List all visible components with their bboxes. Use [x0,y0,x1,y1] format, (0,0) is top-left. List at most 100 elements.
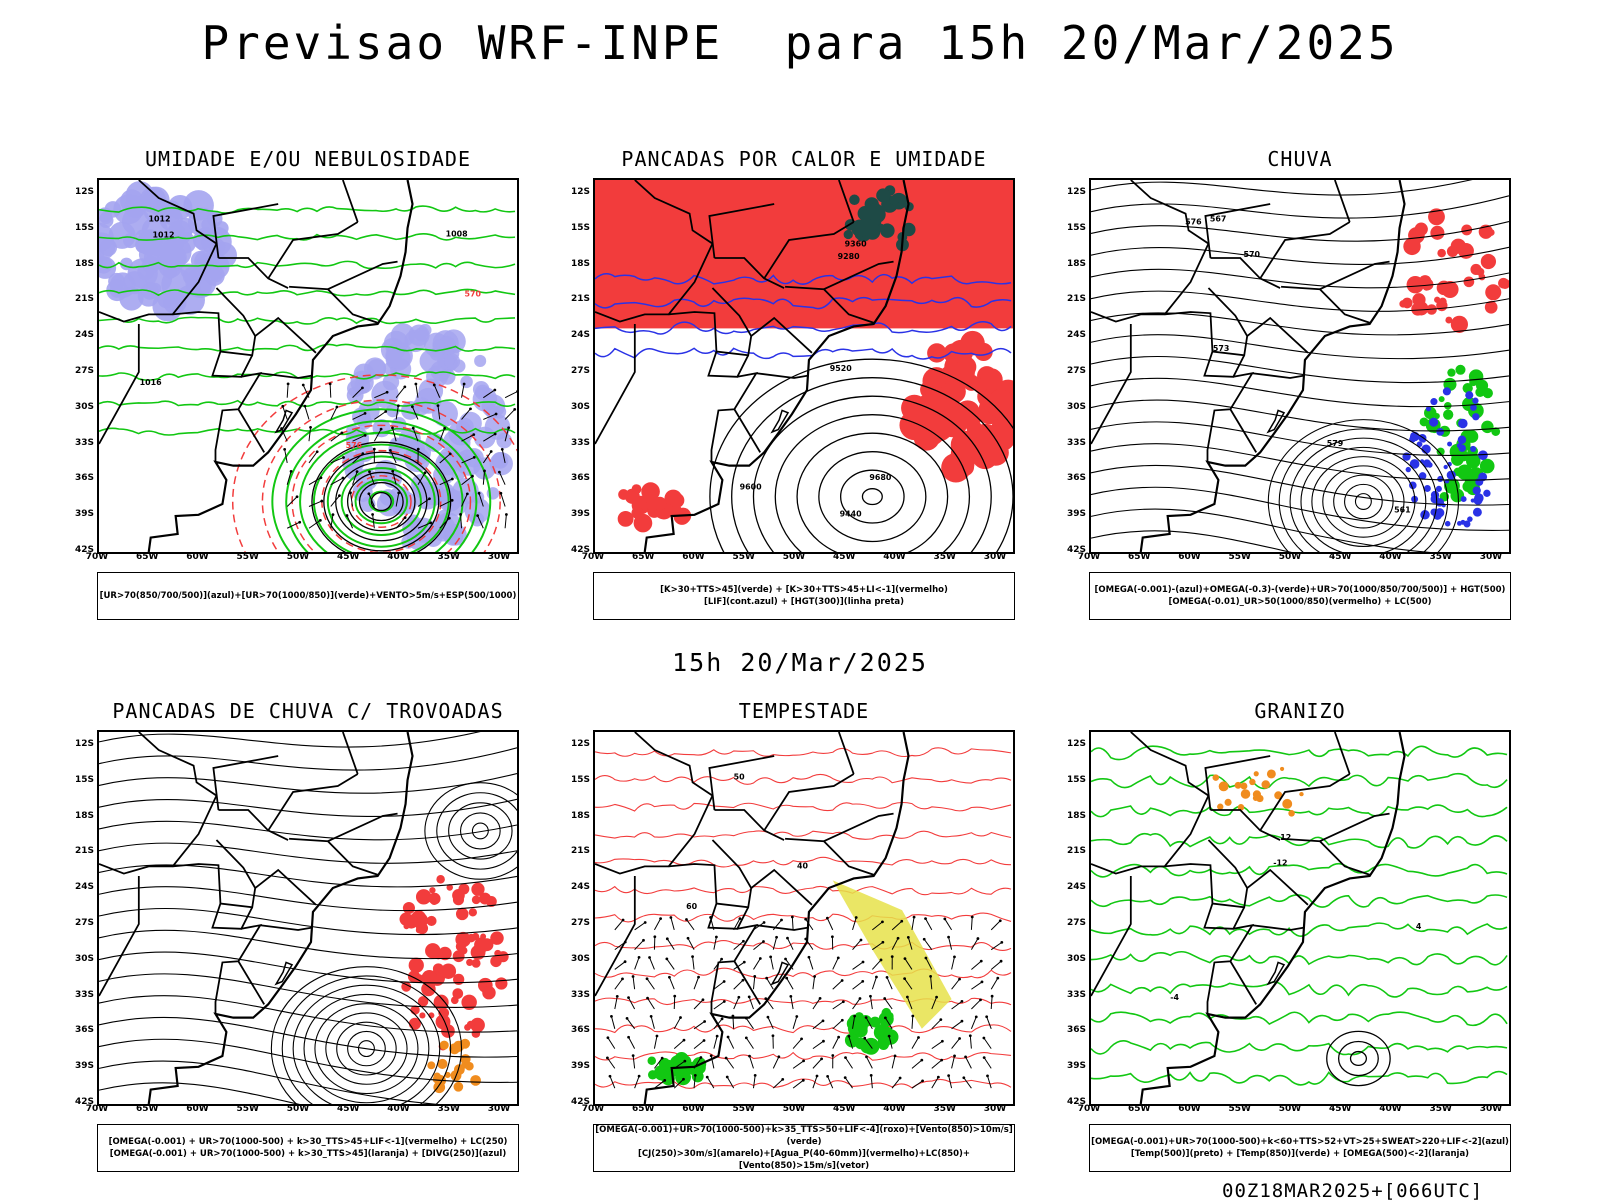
lat-tick-label: 21S [1060,846,1086,856]
state-border [595,876,635,996]
lon-tick-label: 35W [434,1104,464,1114]
state-border [1260,222,1350,278]
lat-tick-label: 18S [68,811,94,821]
lon-tick-label: 45W [333,552,363,562]
lat-tick-label: 33S [1060,438,1086,448]
legend-line: [UR>70(850/700/500)](azul)+[UR>70(1000/8… [98,590,518,602]
state-border [268,222,358,278]
legend-line: [OMEGA(-0.001)+UR>70(1000-500)+k>35_TTS>… [594,1124,1014,1148]
legend-line: [OMEGA(-0.01)_UR>50(1000/850)(vermelho) … [1090,596,1510,608]
lat-tick-label: 12S [1060,187,1086,197]
map-plot [97,730,519,1106]
contour-label: 40 [797,862,809,871]
panel-title: UMIDADE E/OU NEBULOSIDADE [58,147,558,171]
lon-tick-label: 40W [1376,552,1406,562]
lon-tick-label: 55W [729,552,759,562]
panel-legend: [OMEGA(-0.001)-(azul)+OMEGA(-0.3)-(verde… [1089,572,1511,620]
state-border [839,732,854,774]
state-border [343,732,358,774]
lon-tick-label: 55W [1225,1104,1255,1114]
lon-tick-label: 35W [1426,1104,1456,1114]
lat-tick-label: 15S [68,223,94,233]
contour-label: -4 [1170,993,1179,1002]
contour-label: 579 [1327,439,1344,448]
contour-label: 576 [346,441,363,450]
lat-tick-label: 21S [68,294,94,304]
state-border [1281,287,1370,323]
upper-high-vortex [425,783,517,880]
state-border [1335,180,1350,222]
lon-tick-label: 50W [779,1104,809,1114]
lat-tick-label: 15S [564,775,590,785]
contour-label: 9600 [740,483,763,492]
state-border [1207,925,1252,1014]
legend-line: [OMEGA(-0.001) + UR>70(1000-500) + k>30_… [98,1148,518,1160]
contour-label: 1008 [446,229,469,238]
temp500-contours [1327,1031,1390,1085]
panel-title: PANCADAS POR CALOR E UMIDADE [554,147,1054,171]
lon-tick-label: 45W [333,1104,363,1114]
lat-tick-label: 24S [1060,882,1086,892]
state-border [1091,876,1131,996]
legend-line: [OMEGA(-0.001) + UR>70(1000-500) + k>30_… [98,1136,518,1148]
state-border [260,925,312,930]
lat-tick-label: 21S [564,846,590,856]
panel-title: GRANIZO [1050,699,1550,723]
contour-label: 1016 [140,378,163,387]
lat-tick-label: 33S [68,990,94,1000]
lat-tick-label: 18S [68,259,94,269]
jet-core-yellow [833,880,952,1028]
contour-label: 570 [465,290,482,299]
lon-tick-label: 60W [679,1104,709,1114]
contour-label: 570 [1244,250,1261,259]
lon-tick-label: 50W [283,552,313,562]
lat-tick-label: 24S [564,882,590,892]
lon-tick-label: 65W [628,1104,658,1114]
legend-line: [K>30+TTS>45](verde) + [K>30+TTS>45+LI<-… [594,584,1014,596]
lon-tick-label: 60W [1175,1104,1205,1114]
lon-tick-label: 40W [1376,1104,1406,1114]
state-border [734,409,760,452]
map-canvas [99,732,517,1104]
lat-tick-label: 15S [1060,223,1086,233]
state-border [1230,409,1256,452]
lon-tick-label: 45W [1325,552,1355,562]
lat-tick-label: 30S [68,402,94,412]
contour-label: 4 [1416,922,1422,931]
state-border [756,925,808,930]
panel-legend: [K>30+TTS>45](verde) + [K>30+TTS>45+LI<-… [593,572,1015,620]
lon-tick-label: 45W [829,1104,859,1114]
lat-tick-label: 39S [1060,1061,1086,1071]
lon-tick-label: 30W [1476,552,1506,562]
lon-tick-label: 70W [82,552,112,562]
lon-tick-label: 35W [1426,552,1456,562]
lon-tick-label: 70W [578,1104,608,1114]
red-zone-south [618,482,691,532]
state-border [1320,814,1390,842]
lat-tick-label: 27S [564,918,590,928]
lat-tick-label: 30S [564,954,590,964]
lon-tick-label: 60W [679,552,709,562]
panel-legend: [OMEGA(-0.001)+UR>70(1000-500)+k>35_TTS>… [593,1124,1015,1172]
lon-tick-label: 65W [132,1104,162,1114]
legend-line: [OMEGA(-0.001)+UR>70(1000-500)+k<60+TTS>… [1090,1136,1510,1148]
lat-tick-label: 27S [68,918,94,928]
lat-tick-label: 18S [564,259,590,269]
lat-tick-label: 12S [564,739,590,749]
lat-tick-label: 12S [1060,739,1086,749]
orange-cells [427,1039,481,1093]
lon-tick-label: 65W [1124,552,1154,562]
lat-tick-label: 12S [68,739,94,749]
lat-tick-label: 33S [1060,990,1086,1000]
panel-legend: [OMEGA(-0.001) + UR>70(1000-500) + k>30_… [97,1124,519,1172]
lat-tick-label: 18S [1060,259,1086,269]
contour-label: 12 [1280,833,1291,842]
contour-label: 9440 [840,509,863,518]
lon-tick-label: 55W [233,1104,263,1114]
